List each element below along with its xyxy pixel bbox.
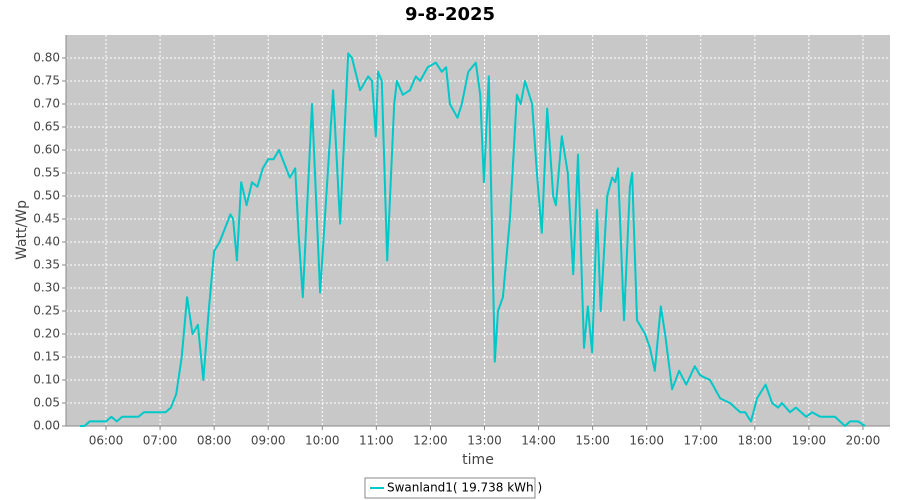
- x-tick-label: 20:00: [846, 434, 881, 448]
- x-tick-label: 14:00: [521, 434, 556, 448]
- series-line: [80, 52, 866, 427]
- y-tick-label: 0.55: [33, 166, 60, 180]
- legend-box: [364, 477, 536, 499]
- legend: Swanland1( 19.738 kWh ): [364, 477, 542, 499]
- x-tick-label: 12:00: [413, 434, 448, 448]
- x-tick-label: 18:00: [738, 434, 773, 448]
- x-tick-label: 19:00: [792, 434, 827, 448]
- y-tick-label: 0.65: [33, 120, 60, 134]
- y-tick-label: 0.25: [33, 304, 60, 318]
- x-tick-label: 08:00: [197, 434, 232, 448]
- y-tick-label: 0.10: [33, 373, 60, 387]
- x-tick-label: 07:00: [143, 434, 178, 448]
- y-tick-label: 0.45: [33, 212, 60, 226]
- x-tick-label: 11:00: [359, 434, 394, 448]
- y-axis-label: Watt/Wp: [14, 200, 30, 260]
- y-tick-label: 0.40: [33, 235, 60, 249]
- y-tick-label: 0.30: [33, 281, 60, 295]
- y-tick-label: 0.00: [33, 419, 60, 433]
- y-tick-label: 0.20: [33, 327, 60, 341]
- y-tick-label: 0.70: [33, 97, 60, 111]
- plot-area: [66, 35, 890, 426]
- x-tick-label: 09:00: [251, 434, 286, 448]
- chart-title: 9-8-2025: [405, 4, 495, 25]
- x-tick-label: 10:00: [305, 434, 340, 448]
- y-tick-label: 0.80: [33, 51, 60, 65]
- x-tick-label: 16:00: [629, 434, 664, 448]
- y-tick-label: 0.75: [33, 74, 60, 88]
- x-axis-label: time: [462, 452, 494, 468]
- y-tick-label: 0.05: [33, 396, 60, 410]
- x-tick-label: 17:00: [683, 434, 718, 448]
- x-tick-label: 06:00: [89, 434, 124, 448]
- y-tick-label: 0.60: [33, 143, 60, 157]
- x-tick-label: 15:00: [575, 434, 610, 448]
- legend-label: Swanland1( 19.738 kWh ): [387, 481, 542, 495]
- y-tick-label: 0.15: [33, 350, 60, 364]
- x-tick-label: 13:00: [467, 434, 502, 448]
- y-tick-label: 0.50: [33, 189, 60, 203]
- y-tick-label: 0.35: [33, 258, 60, 272]
